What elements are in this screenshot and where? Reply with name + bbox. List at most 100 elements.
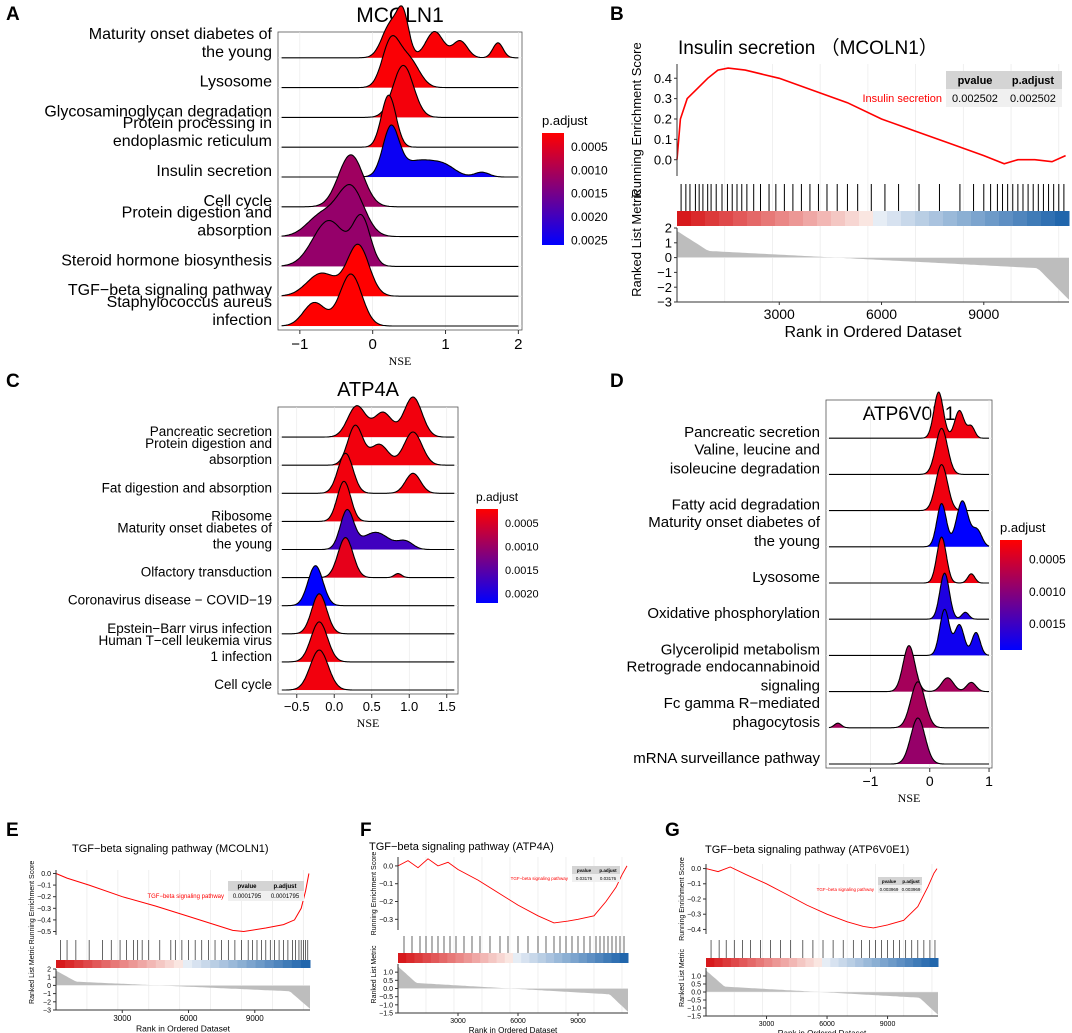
rank-heat-segment [183, 960, 193, 968]
x-tick-label: 3000 [113, 1014, 131, 1023]
rank-heat-segment [471, 953, 481, 963]
rank-heat-segment [830, 958, 840, 967]
legend-tick-label: 0.0020 [505, 589, 539, 601]
es-y-tick-label: 0.0 [383, 863, 393, 870]
table-header-bg [572, 866, 620, 874]
rank-heat-segment [264, 960, 275, 968]
gsea-panel-G: TGF−beta signaling pathway (ATP6V0E1) 0.0… [679, 844, 939, 1033]
ridge-outline [829, 391, 989, 439]
rank-heat-segment [128, 960, 139, 968]
legend-title: p.adjust [542, 113, 588, 128]
rank-y-tick-label: −0.5 [687, 997, 701, 1004]
gsea-title: TGF−beta signaling pathway (ATP6V0E1) [705, 844, 909, 856]
ridge-category-label: Lysosome [200, 74, 272, 91]
es-y-tick-label: 0.1 [654, 132, 672, 147]
ridge-density [281, 425, 455, 466]
ridge-outline [281, 5, 519, 59]
es-y-tick-label: −0.2 [687, 896, 701, 903]
x-tick-label: −0.5 [284, 699, 310, 714]
rank-heat-segment [595, 953, 604, 963]
ridge-category-label: Fatty acid degradation [672, 497, 820, 514]
legend-colorbar [476, 509, 498, 603]
ridge-category-label: Coronavirus disease − COVID−19 [68, 593, 272, 608]
rank-heat-segment [578, 953, 588, 963]
rank-heat-segment [513, 953, 522, 963]
es-y-tick-label: −0.4 [687, 927, 701, 934]
rank-heat-segment [985, 211, 1000, 226]
ridge-outline [281, 35, 519, 89]
table-body-bg [572, 874, 620, 882]
rank-heat-segment [282, 960, 293, 968]
es-y-tick-label: −0.2 [379, 899, 393, 906]
ridge-outline [281, 124, 519, 178]
rank-heat-segment [119, 960, 130, 968]
table-header: pvalue [577, 868, 592, 873]
x-tick-label: 1 [441, 336, 449, 353]
ridge-density [281, 274, 519, 326]
panel-letter-E: E [6, 820, 19, 841]
rank-heat-segment [603, 953, 613, 963]
ridge-category-label: TGF−beta signaling pathway [68, 282, 272, 299]
rank-heat-segment [999, 211, 1014, 226]
es-y-tick-label: −0.3 [379, 917, 393, 924]
rank-y-axis-label: Ranked List Metric [679, 949, 686, 1007]
rank-heat-segment [430, 953, 440, 963]
ridge-category-label: Protein digestion and [145, 436, 272, 451]
x-tick-label: −1 [291, 336, 308, 353]
ridge-category-label: Maturity onset diabetes of [117, 521, 272, 536]
running-es-curve [55, 873, 310, 933]
ridge-category-label: infection [212, 312, 272, 329]
es-y-axis-label: Running Enrichment Score [629, 42, 644, 197]
table-header-bg [946, 71, 1062, 89]
rank-heat-segment [414, 953, 424, 963]
rank-heat-segment [398, 953, 407, 963]
es-y-tick-label: −0.4 [37, 917, 51, 924]
legend-tick-label: 0.0005 [505, 518, 539, 530]
ridge-category-label: mRNA surveillance pathway [633, 750, 820, 767]
rank-heat-segment [705, 211, 720, 226]
ridge-outline [829, 500, 990, 548]
ridge-outline [281, 480, 455, 522]
ridge-density [828, 428, 990, 475]
table-header: pvalue [958, 75, 993, 87]
ridge-outline [281, 621, 455, 663]
ridge-category-label: Olfactory transduction [141, 565, 272, 580]
rank-heat-segment [537, 953, 547, 963]
legend-tick-label: 0.0015 [571, 187, 608, 201]
rank-y-tick-label: −1.0 [687, 1005, 701, 1012]
rank-heat-segment [1041, 211, 1056, 226]
ridge-outline [281, 64, 519, 118]
x-tick-label: 6000 [819, 1021, 835, 1028]
ridge-density [828, 645, 990, 692]
rank-heat-segment [677, 211, 692, 226]
x-tick-label: 9000 [880, 1021, 896, 1028]
rank-heat-segment [929, 958, 939, 967]
ridge-outline [281, 452, 455, 494]
rank-y-tick-label: −3 [43, 1007, 51, 1014]
ridge-category-label: phagocytosis [732, 714, 820, 731]
gsea-panel-B: Insulin secretion （MCOLN1） 0.4 0.3 0.2 0.1 0.… [629, 37, 1070, 341]
ridge-density [828, 464, 990, 511]
ridge-category-label: Retrograde endocannabinoid [627, 659, 820, 676]
rank-y-tick-label: 0.5 [383, 978, 393, 985]
ranked-metric-area [56, 970, 310, 1009]
panel-letter-C: C [6, 371, 20, 392]
rank-heat-segment [246, 960, 257, 968]
rank-y-tick-label: −0.5 [379, 994, 393, 1001]
ridge-category-label: absorption [209, 452, 272, 467]
rank-heat-segment [137, 960, 148, 968]
ridge-outline [829, 717, 989, 765]
table-row-label: TGF−beta signaling pathway [817, 887, 875, 892]
rank-y-tick-label: 0.0 [691, 989, 701, 996]
legend-tick-label: 0.0020 [571, 210, 608, 224]
rank-heat-segment [805, 958, 815, 967]
rank-y-tick-label: −1.5 [379, 1010, 393, 1017]
ridge-category-label: Lysosome [752, 569, 820, 586]
ranked-metric-area [706, 970, 938, 1015]
x-tick-label: 9000 [246, 1014, 264, 1023]
ridge-category-label: Protein digestion and [122, 205, 272, 222]
x-tick-label: 3000 [759, 1021, 775, 1028]
